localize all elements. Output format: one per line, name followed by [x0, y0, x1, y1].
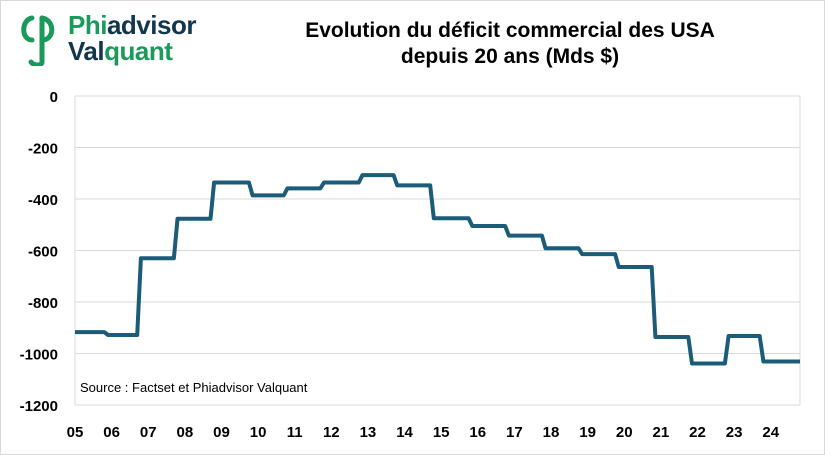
x-tick-label: 14	[396, 424, 413, 441]
x-tick-label: 18	[543, 424, 560, 441]
source-note: Source : Factset et Phiadvisor Valquant	[80, 380, 308, 395]
logo-line1: Phiadvisor	[68, 10, 196, 40]
y-tick-label: -1000	[20, 347, 58, 364]
chart-title: Evolution du déficit commercial des USA …	[260, 18, 760, 70]
x-tick-label: 05	[67, 424, 84, 441]
x-tick-label: 21	[653, 424, 670, 441]
x-tick-label: 06	[103, 424, 120, 441]
x-tick-label: 24	[762, 424, 779, 441]
x-tick-label: 23	[726, 424, 743, 441]
chart-title-line1: Evolution du déficit commercial des USA	[305, 19, 715, 42]
x-tick-label: 17	[506, 424, 523, 441]
x-tick-label: 16	[469, 424, 486, 441]
x-tick-label: 15	[433, 424, 450, 441]
x-tick-label: 07	[140, 424, 157, 441]
x-tick-label: 09	[213, 424, 230, 441]
y-tick-label: -600	[28, 244, 58, 261]
y-tick-label: 0	[50, 89, 58, 106]
y-tick-label: -800	[28, 295, 58, 312]
chart-title-line2: depuis 20 ans (Mds $)	[400, 45, 620, 68]
phi-logo-icon	[21, 15, 55, 66]
phiadvisor-logo: Phiadvisor Valquant	[18, 12, 228, 70]
x-tick-label: 08	[177, 424, 194, 441]
x-tick-label: 22	[689, 424, 706, 441]
x-tick-label: 12	[323, 424, 340, 441]
y-tick-label: -1200	[20, 398, 58, 415]
x-tick-label: 13	[360, 424, 377, 441]
x-tick-label: 10	[250, 424, 267, 441]
logo-line2: Valquant	[68, 36, 173, 66]
x-tick-label: 19	[579, 424, 596, 441]
y-tick-label: -200	[28, 141, 58, 158]
x-tick-label: 11	[287, 424, 303, 441]
series-line	[75, 173, 800, 366]
y-tick-label: -400	[28, 192, 58, 209]
x-tick-label: 20	[616, 424, 633, 441]
